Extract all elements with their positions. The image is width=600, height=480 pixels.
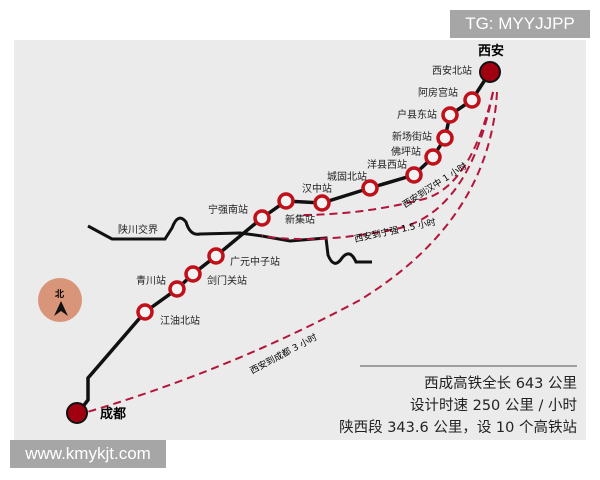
compass: 北 [38,278,82,322]
station-label: 剑门关站 [207,274,247,287]
terminal-chengdu[interactable] [66,402,88,424]
station-marker[interactable] [184,265,202,283]
station-label: 宁强南站 [208,203,248,216]
tg-badge: TG: MYYJJPP [450,10,590,38]
border-label: 陕川交界 [118,223,158,236]
station-label: 佛坪站 [391,145,421,158]
station-marker[interactable] [207,247,225,265]
station-marker[interactable] [424,148,442,166]
stations [136,91,481,321]
station-label: 江油北站 [160,314,200,327]
station-marker[interactable] [253,209,271,227]
station-label: 青川站 [136,274,166,287]
station-label: 阿房宫站 [418,86,458,99]
station-label: 户县东站 [397,108,437,121]
station-marker[interactable] [277,192,295,210]
route-xian-ningqiang [261,91,494,241]
province-border [87,216,372,265]
terminal-label-chengdu: 成都 [100,406,126,422]
station-marker[interactable] [136,303,154,321]
station-label: 洋县西站 [367,158,407,171]
terminal-label-xian: 西安 [478,43,504,59]
station-label: 新集站 [285,213,315,226]
compass-label: 北 [55,288,64,300]
north-arrow-icon [54,301,68,316]
route-xian-chengdu [83,91,498,414]
station-marker[interactable] [361,179,379,197]
station-label: 汉中站 [302,182,332,195]
station-label: 城固北站 [327,170,367,183]
info-line: 设计时速 250 公里 / 小时 [410,397,577,414]
info-line: 陕西段 343.6 公里，设 10 个高铁站 [339,419,577,436]
station-label: 新场街站 [392,130,432,143]
station-marker[interactable] [405,166,423,184]
info-line: 西成高铁全长 643 公里 [424,374,577,392]
station-marker[interactable] [313,194,331,212]
route-xian-hanzhong [299,91,494,216]
station-label: 西安北站 [432,64,472,77]
station-label: 广元中子站 [230,255,280,268]
station-marker[interactable] [463,91,481,109]
terminal-xian[interactable] [479,61,501,83]
watermark: www.kmykjt.com [10,440,166,468]
station-marker[interactable] [441,106,459,124]
station-marker[interactable] [168,280,186,298]
station-marker[interactable] [436,129,454,147]
